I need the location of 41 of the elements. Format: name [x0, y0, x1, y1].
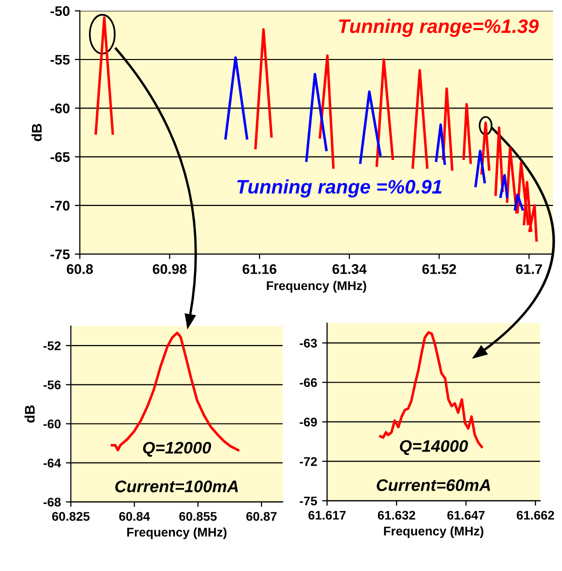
- x-tick-label: 60.8: [66, 264, 93, 274]
- y-tick-label: -64: [44, 458, 62, 468]
- annotation: Q=14000: [400, 440, 468, 456]
- x-tick-label: 61.617: [308, 510, 346, 520]
- x-tick-label: 60.87: [246, 512, 277, 521]
- y-tick-label: -68: [44, 498, 61, 507]
- y-axis-title: dB: [32, 124, 42, 142]
- series-label: Tunning range =%0.91: [237, 179, 442, 198]
- y-tick-label: -55: [50, 54, 70, 65]
- x-tick-label: 61.647: [447, 510, 485, 520]
- y-tick-label: -56: [44, 380, 61, 390]
- y-tick-label: -60: [50, 103, 70, 114]
- x-tick-label: 61.34: [332, 264, 367, 274]
- x-axis-title: Frequency (MHz): [266, 280, 366, 293]
- y-tick-label: -66: [300, 378, 317, 388]
- series-label: Tunning range=%1.39: [339, 18, 539, 37]
- annotation: Current=60mA: [376, 479, 490, 492]
- x-tick-label: 60.855: [179, 512, 217, 521]
- y-tick-label: -72: [300, 457, 317, 466]
- y-tick-label: -50: [50, 6, 70, 16]
- y-tick-label: -65: [50, 152, 70, 162]
- y-tick-label: -75: [300, 496, 318, 506]
- y-tick-label: -60: [44, 420, 61, 428]
- x-tick-label: 61.7: [516, 264, 542, 274]
- y-tick-label: -63: [300, 338, 317, 348]
- x-tick-label: 60.825: [52, 512, 90, 521]
- x-tick-label: 60.84: [119, 512, 150, 521]
- x-tick-label: 60.98: [152, 264, 187, 274]
- y-axis-title: dB: [24, 405, 35, 423]
- x-axis-title: Frequency (MHz): [384, 526, 484, 538]
- annotation: Q=12000: [143, 442, 212, 457]
- x-tick-label: 61.52: [422, 264, 456, 274]
- y-tick-label: -69: [300, 418, 317, 426]
- x-axis-title: Frequency (MHz): [127, 527, 226, 540]
- annotation: Current=100mA: [115, 480, 238, 492]
- x-tick-label: 61.632: [378, 510, 416, 520]
- y-tick-label: -70: [50, 200, 70, 211]
- x-tick-label: 61.662: [516, 510, 554, 520]
- y-tick-label: -52: [44, 341, 61, 350]
- y-tick-label: -75: [50, 250, 70, 260]
- x-tick-label: 61.16: [242, 264, 276, 274]
